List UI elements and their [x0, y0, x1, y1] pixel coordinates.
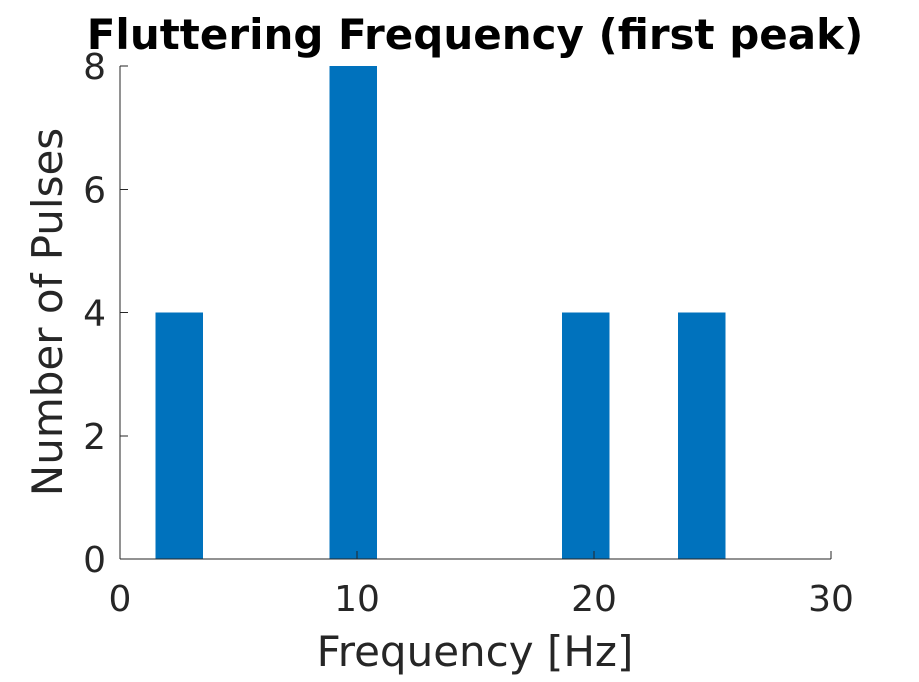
- chart-title: Fluttering Frequency (first peak): [87, 10, 864, 59]
- y-tick-label: 8: [83, 47, 106, 88]
- y-tick-label: 0: [83, 540, 106, 581]
- histogram-bar-3: [562, 312, 610, 559]
- x-ticks-group: 0 10 20 30: [109, 551, 854, 620]
- x-tick-label: 0: [109, 579, 132, 620]
- y-tick-label: 6: [83, 170, 106, 211]
- x-axis-label: Frequency [Hz]: [317, 627, 634, 676]
- x-tick-label: 30: [808, 579, 854, 620]
- y-ticks-group: 0 2 4 6 8: [83, 47, 128, 581]
- y-tick-label: 2: [83, 417, 106, 458]
- y-axis-label: Number of Pulses: [23, 128, 72, 496]
- histogram-bar-1: [155, 312, 203, 559]
- x-tick-label: 20: [571, 579, 617, 620]
- histogram-bar-2: [329, 66, 378, 559]
- y-tick-label: 4: [83, 294, 106, 335]
- x-tick-label: 10: [334, 579, 380, 620]
- bars-group: [155, 66, 726, 559]
- histogram-bar-4: [678, 312, 726, 559]
